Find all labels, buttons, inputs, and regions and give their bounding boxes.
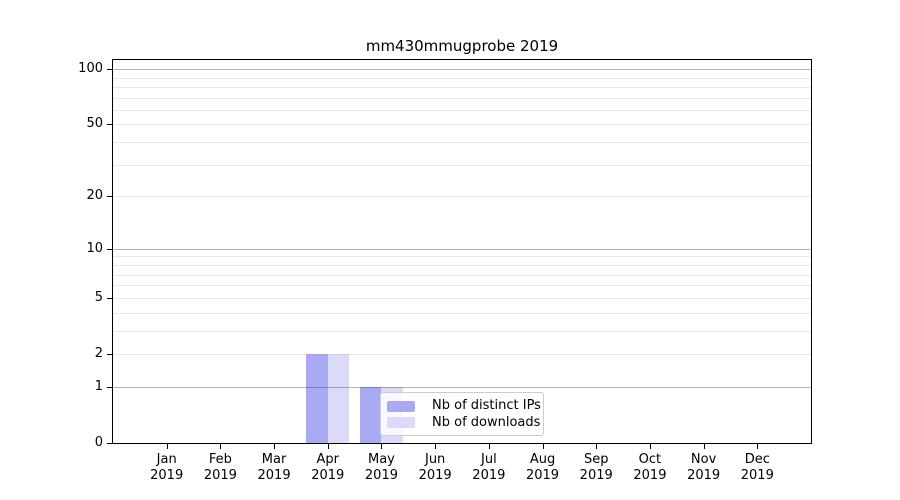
y-tick-label: 1 <box>94 378 103 394</box>
legend: Nb of distinct IPs Nb of downloads <box>380 392 544 436</box>
legend-swatch-icon <box>387 417 415 429</box>
x-tick-label: Jun 2019 <box>418 452 452 483</box>
x-tick-label: Oct 2019 <box>633 452 667 483</box>
y-tick-mark <box>107 248 112 250</box>
x-tick-mark <box>649 444 651 449</box>
y-tick-mark <box>107 443 112 444</box>
y-tick-mark <box>107 386 112 388</box>
x-tick-mark <box>166 444 168 449</box>
x-tick-mark <box>435 444 437 449</box>
x-tick-mark <box>381 444 383 449</box>
y-tick-mark <box>107 69 112 71</box>
legend-label: Nb of distinct IPs <box>432 398 541 414</box>
legend-item: Nb of distinct IPs <box>387 398 541 415</box>
y-tick-mark <box>107 124 112 126</box>
y-tick-label: 2 <box>94 345 103 361</box>
y-tick-mark <box>107 196 112 198</box>
bar <box>327 353 350 443</box>
x-tick-mark <box>703 444 705 449</box>
x-tick-label: Feb 2019 <box>203 452 237 483</box>
y-tick-label: 100 <box>78 61 103 77</box>
legend-item: Nb of downloads <box>387 415 540 432</box>
bar <box>359 386 382 443</box>
x-tick-label: Jul 2019 <box>472 452 506 483</box>
bar <box>306 353 328 443</box>
x-tick-mark <box>220 444 222 449</box>
x-tick-mark <box>757 444 759 449</box>
y-tick-mark <box>107 297 112 299</box>
x-tick-label: Sep 2019 <box>579 452 613 483</box>
y-tick-label: 0 <box>94 435 103 450</box>
x-tick-mark <box>488 444 490 449</box>
y-tick-label: 50 <box>86 116 103 132</box>
x-tick-label: Mar 2019 <box>257 452 291 483</box>
y-tick-mark <box>107 353 112 355</box>
plot-area: Nb of distinct IPs Nb of downloads <box>112 59 812 444</box>
legend-label: Nb of downloads <box>432 414 541 430</box>
y-tick-label: 5 <box>94 289 103 305</box>
x-tick-label: Jan 2019 <box>150 452 184 483</box>
y-tick-label: 10 <box>86 240 103 256</box>
x-tick-label: Aug 2019 <box>525 452 560 483</box>
x-tick-mark <box>327 444 329 449</box>
chart-title: mm430mmugprobe 2019 <box>365 37 559 55</box>
x-tick-label: Apr 2019 <box>311 452 345 483</box>
x-tick-label: Nov 2019 <box>687 452 721 483</box>
x-tick-label: May 2019 <box>364 452 398 483</box>
x-tick-mark <box>542 444 544 449</box>
legend-swatch-icon <box>387 400 415 412</box>
x-tick-mark <box>596 444 598 449</box>
x-tick-mark <box>274 444 276 449</box>
x-tick-label: Dec 2019 <box>740 452 774 483</box>
bars-layer <box>113 60 811 443</box>
y-tick-label: 20 <box>86 188 103 204</box>
